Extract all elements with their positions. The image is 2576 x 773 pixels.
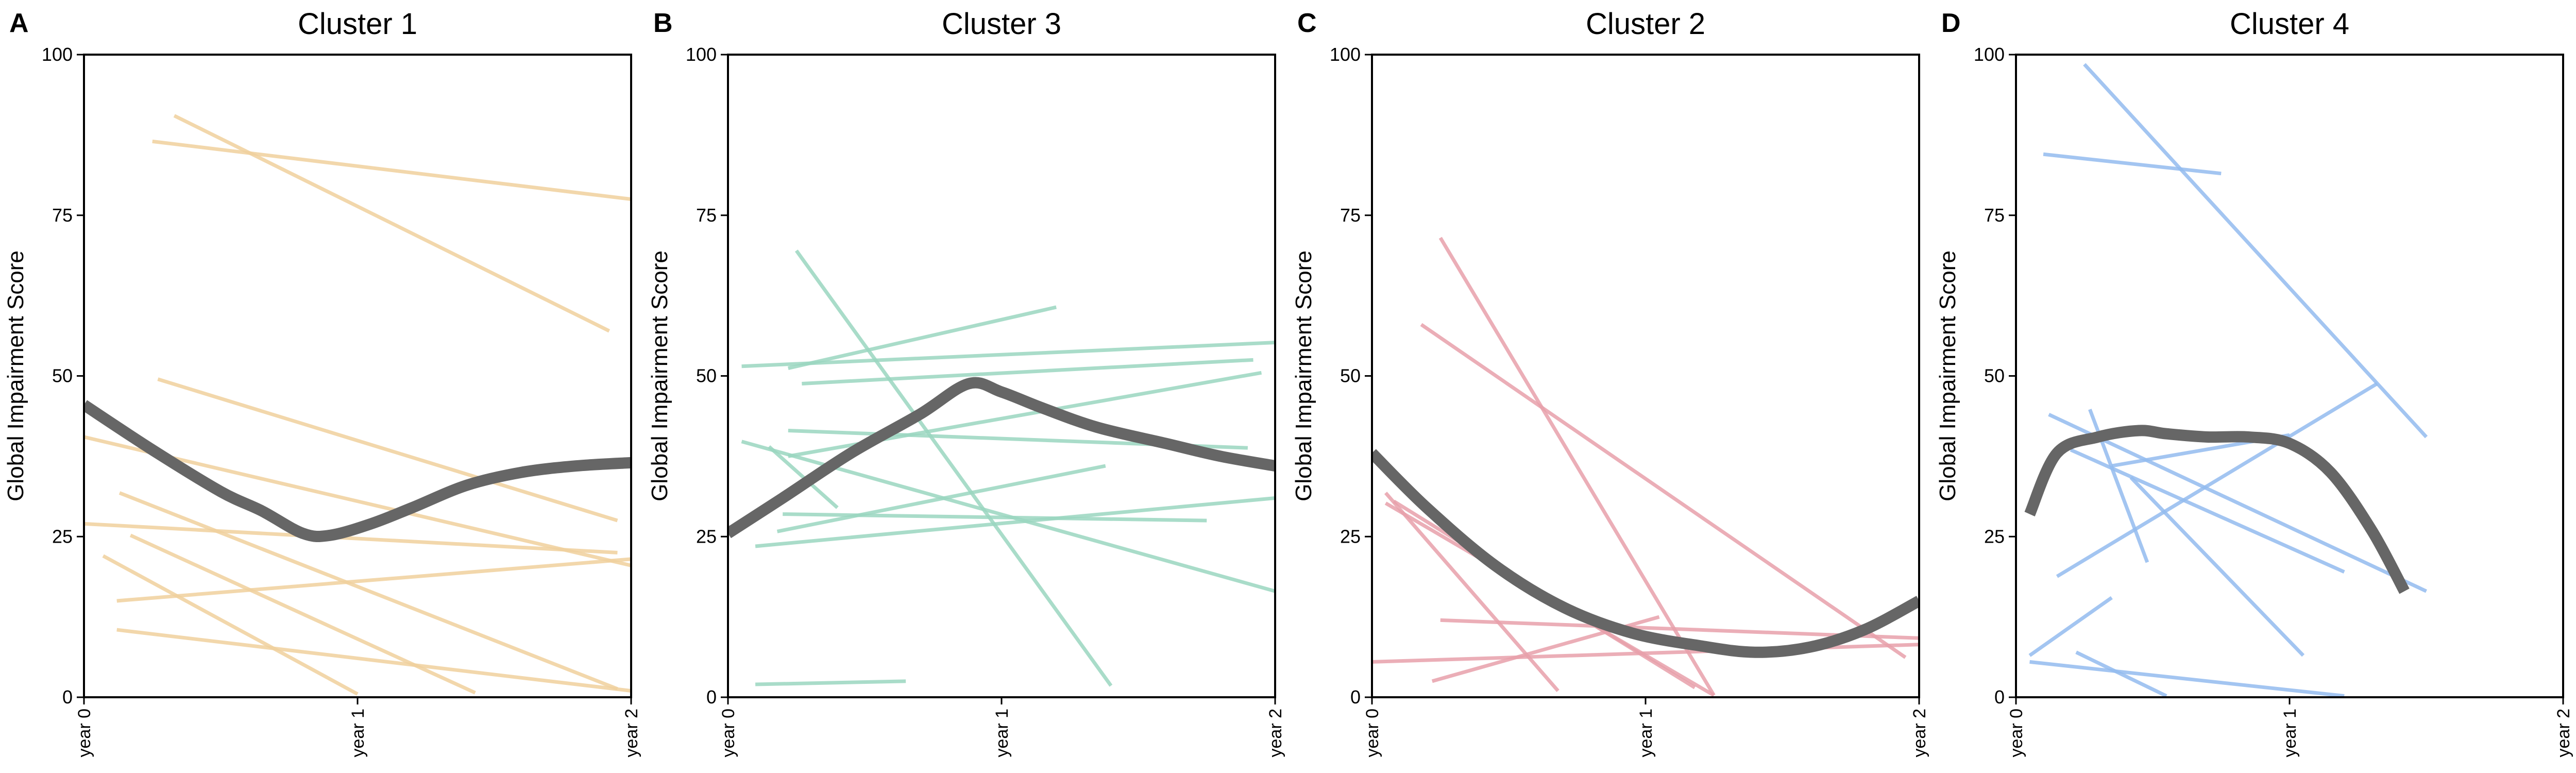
y-tick-label: 75: [52, 205, 73, 226]
y-axis-label: Global Impairment Score: [3, 250, 28, 501]
trajectory-line: [2129, 476, 2305, 657]
y-tick-label: 50: [52, 365, 73, 386]
plot-area: [84, 114, 631, 696]
panel-a: A Cluster 1 Global Impairment Score 0 25 50 75…: [3, 7, 641, 758]
trajectory-line: [1420, 323, 1907, 659]
trajectory-line: [152, 139, 631, 201]
y-tick-label: 25: [1984, 526, 2005, 547]
trajectory-line: [2070, 448, 2345, 574]
y-tick-label: 50: [696, 365, 717, 386]
x-tick-label: year 0: [75, 709, 94, 758]
panel-letter: D: [1941, 8, 1961, 38]
y-axis-label: Global Impairment Score: [647, 250, 672, 501]
panel-title: Cluster 3: [942, 7, 1061, 41]
plot-area: [1372, 237, 1919, 697]
trajectory-line: [755, 679, 906, 686]
panel-letter: B: [653, 8, 673, 38]
trajectory-line: [116, 557, 631, 603]
panel-title: Cluster 4: [2230, 7, 2349, 41]
plot-area: [728, 249, 1275, 687]
y-tick-label: 50: [1340, 365, 1361, 386]
plot-frame: [83, 54, 632, 698]
x-tick-label: year 1: [348, 709, 368, 758]
panel-b: B Cluster 3 Global Impairment Score 0 25 50 75…: [647, 7, 1285, 758]
y-tick-label: 100: [42, 44, 73, 65]
trajectory-line: [173, 114, 611, 333]
y-tick-label: 0: [1350, 686, 1361, 708]
x-tick-label: year 2: [1910, 709, 1929, 758]
y-tick-label: 75: [696, 205, 717, 226]
trajectory-line: [2075, 650, 2167, 697]
panel-c: C Cluster 2 Global Impairment Score 0 25 50 75…: [1291, 7, 1929, 758]
y-axis-label: Global Impairment Score: [1935, 250, 1960, 501]
panel-letter: A: [9, 8, 29, 38]
y-tick-label: 100: [1330, 44, 1361, 65]
x-tick-label: year 2: [1266, 709, 1285, 758]
plot-frame: [1371, 54, 1920, 698]
trend-line: [2024, 425, 2410, 594]
trajectory-line: [157, 377, 618, 523]
trajectory-line: [2043, 152, 2222, 176]
panel-title: Cluster 1: [298, 7, 417, 41]
y-tick-label: 25: [52, 526, 73, 547]
x-tick-label: year 2: [2554, 709, 2573, 758]
trajectory-line: [802, 358, 1253, 385]
trajectory-line: [2048, 413, 2427, 593]
y-tick-label: 0: [62, 686, 73, 708]
trajectory-line: [2083, 63, 2428, 439]
trajectory-line: [84, 522, 618, 554]
x-tick-label: year 1: [2280, 709, 2300, 758]
trend-line: [84, 400, 631, 543]
panel-d: D Cluster 4 Global Impairment Score 0 25 50 75…: [1935, 7, 2573, 758]
trajectory-line: [2028, 596, 2113, 657]
plot-frame: [727, 54, 1276, 698]
x-tick-label: year 0: [2007, 709, 2026, 758]
x-tick-label: year 2: [622, 709, 641, 758]
y-tick-label: 25: [1340, 526, 1361, 547]
x-tick-label: year 0: [1363, 709, 1382, 758]
y-tick-label: 75: [1340, 205, 1361, 226]
trajectory-line: [788, 305, 1057, 370]
y-tick-label: 50: [1984, 365, 2005, 386]
y-tick-label: 100: [1974, 44, 2005, 65]
plot-area: [2024, 63, 2428, 697]
x-tick-label: year 0: [719, 709, 738, 758]
y-tick-label: 100: [686, 44, 717, 65]
y-tick-label: 75: [1984, 205, 2005, 226]
trajectory-line: [794, 249, 1113, 687]
y-tick-label: 0: [1994, 686, 2005, 708]
trajectory-line: [768, 445, 839, 509]
trajectory-line: [1372, 643, 1919, 664]
y-axis-label: Global Impairment Score: [1291, 250, 1316, 501]
trajectory-line: [2056, 382, 2378, 578]
y-tick-label: 0: [706, 686, 717, 708]
panel-title: Cluster 2: [1586, 7, 1705, 41]
trajectory-line: [118, 491, 618, 691]
plot-frame: [2015, 54, 2564, 698]
trajectory-line: [741, 341, 1275, 368]
x-tick-label: year 1: [1636, 709, 1656, 758]
y-tick-label: 25: [696, 526, 717, 547]
trend-line: [1372, 449, 1919, 658]
trajectory-line: [2029, 660, 2345, 697]
trajectory-line: [1438, 237, 1716, 697]
panel-letter: C: [1297, 8, 1317, 38]
trajectory-line: [116, 628, 631, 693]
trajectory-line: [755, 496, 1275, 548]
x-tick-label: year 1: [992, 709, 1012, 758]
trend-line: [728, 377, 1275, 539]
trajectory-line: [102, 554, 359, 696]
